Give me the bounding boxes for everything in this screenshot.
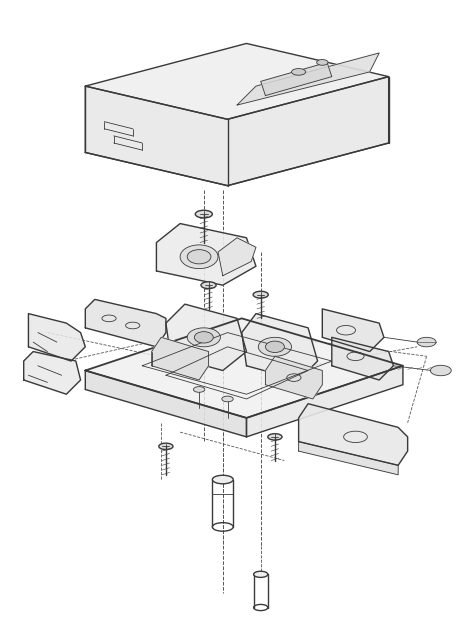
Ellipse shape (194, 332, 213, 343)
Polygon shape (299, 404, 408, 465)
Ellipse shape (253, 291, 268, 298)
Polygon shape (156, 224, 256, 285)
Ellipse shape (417, 337, 436, 347)
Ellipse shape (258, 337, 292, 356)
Ellipse shape (254, 571, 268, 578)
Ellipse shape (430, 365, 451, 375)
Ellipse shape (317, 59, 328, 65)
Polygon shape (265, 356, 322, 399)
Polygon shape (152, 337, 209, 380)
Ellipse shape (222, 396, 233, 402)
Ellipse shape (201, 282, 216, 289)
Polygon shape (85, 76, 389, 186)
Ellipse shape (268, 434, 282, 440)
Ellipse shape (180, 245, 218, 269)
Polygon shape (85, 370, 246, 437)
Polygon shape (332, 337, 393, 380)
Ellipse shape (292, 69, 306, 75)
Polygon shape (218, 238, 256, 276)
Ellipse shape (193, 387, 205, 392)
Ellipse shape (212, 475, 233, 484)
Ellipse shape (195, 210, 212, 218)
Polygon shape (24, 351, 81, 394)
Polygon shape (261, 63, 332, 95)
Polygon shape (246, 366, 403, 437)
Ellipse shape (159, 443, 173, 449)
Polygon shape (28, 313, 85, 361)
Ellipse shape (187, 328, 220, 347)
Polygon shape (85, 300, 166, 347)
Polygon shape (166, 304, 246, 370)
Polygon shape (85, 44, 389, 119)
Ellipse shape (187, 250, 211, 264)
Polygon shape (242, 313, 318, 380)
Polygon shape (85, 319, 403, 418)
Ellipse shape (265, 341, 284, 353)
Polygon shape (237, 53, 379, 105)
Polygon shape (299, 442, 398, 475)
Polygon shape (322, 309, 384, 351)
